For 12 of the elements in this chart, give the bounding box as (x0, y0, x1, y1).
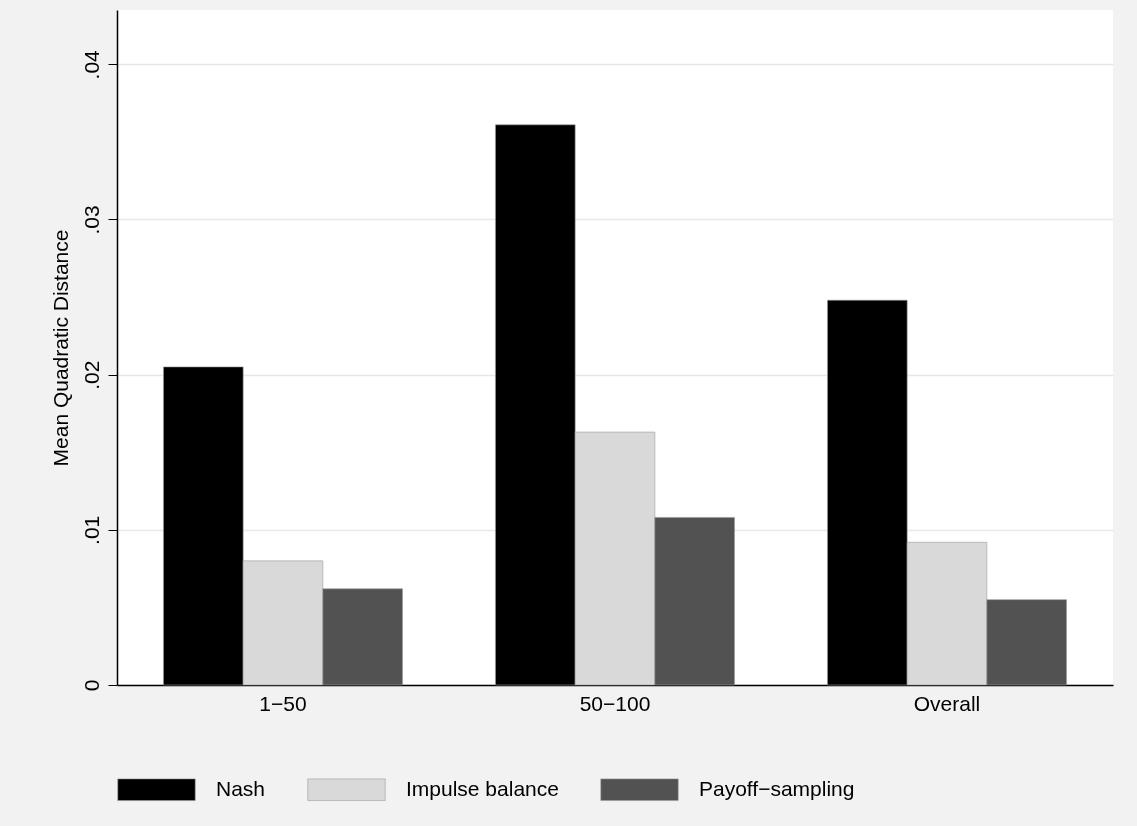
y-tick-label: 0 (79, 679, 103, 692)
legend-label: Nash (216, 776, 266, 800)
y-tick-label: .04 (79, 49, 103, 80)
y-tick-label: .01 (79, 515, 103, 545)
y-axis-title: Mean Quadratic Distance (48, 229, 72, 467)
x-tick-label: 1−50 (259, 691, 307, 715)
x-tick-label: Overall (913, 691, 981, 715)
x-tick-label: 50−100 (579, 691, 651, 715)
legend-label: Payoff−sampling (699, 776, 855, 800)
legend-label: Impulse balance (406, 776, 559, 800)
y-tick-label: .02 (79, 360, 103, 390)
y-tick-label: .03 (79, 205, 103, 235)
